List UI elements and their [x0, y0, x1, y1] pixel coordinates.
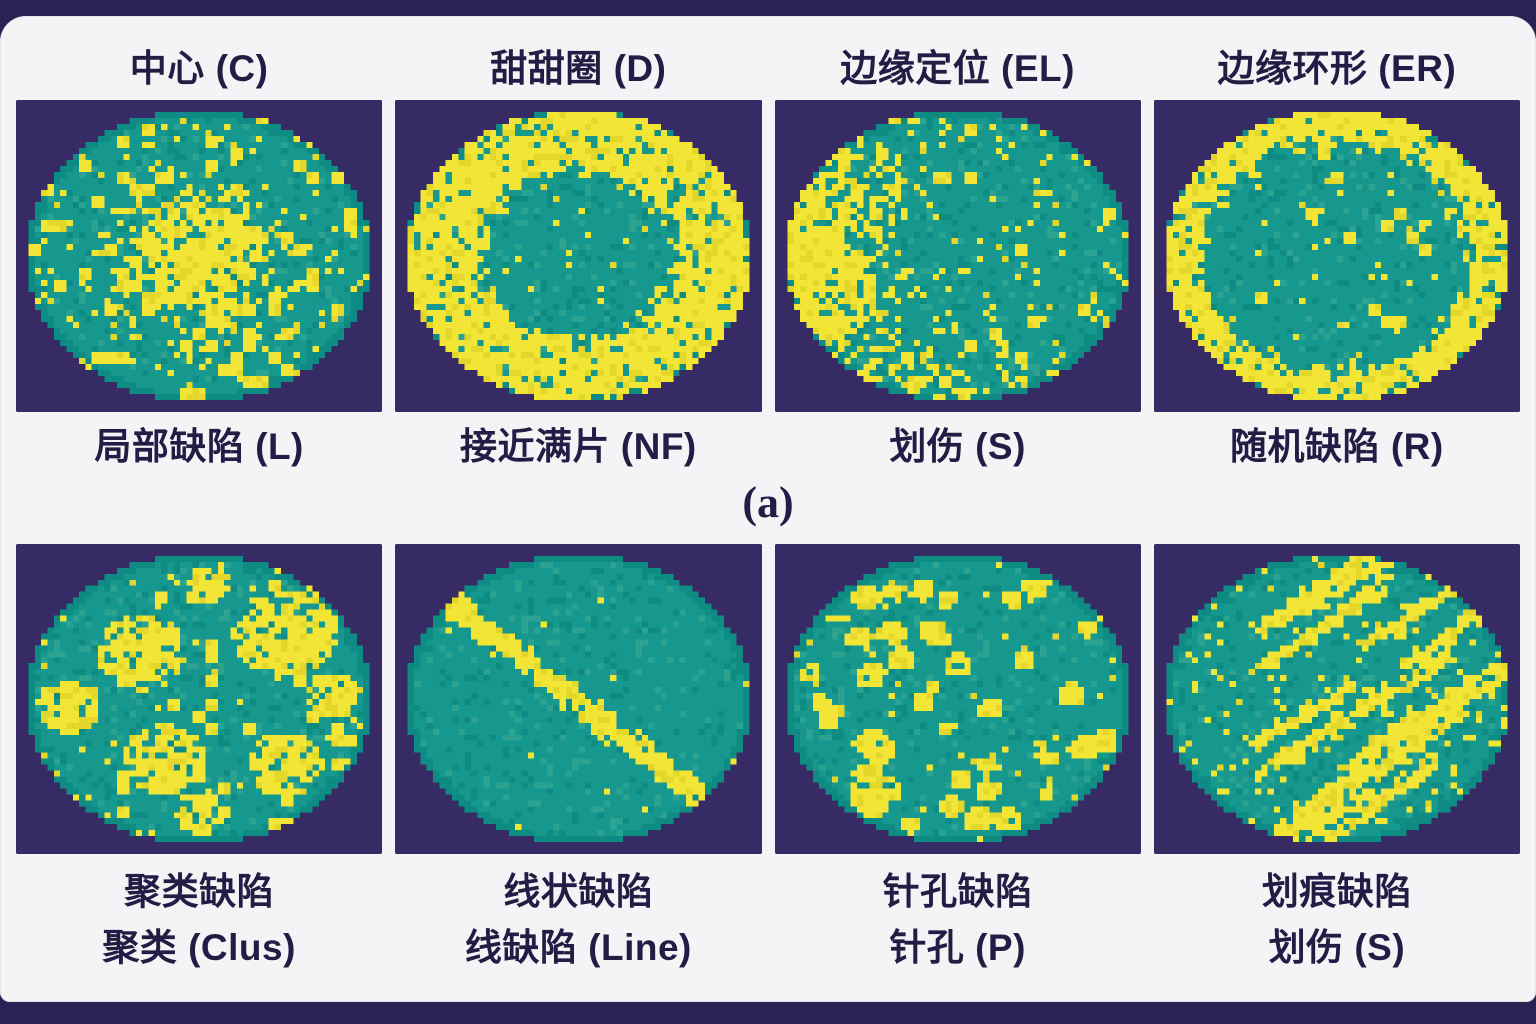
column-title-donut: 甜甜圈 (D) [490, 48, 667, 89]
wafer-panel-pinhole [774, 544, 1141, 854]
wafer-map-center [16, 100, 383, 412]
top-caption-row: 局部缺陷 (L) 接近满片 (NF) 划伤 (S) 随机缺陷 (R) [16, 412, 1520, 474]
wafer-panel-donut [395, 100, 762, 412]
caption-cluster-line2: 聚类 (Clus) [102, 927, 296, 968]
caption-line: 线状缺陷 线缺陷 (Line) [395, 864, 761, 976]
caption-scratch-bottom: 划痕缺陷 划伤 (S) [1154, 864, 1520, 976]
figure-card: 中心 (C) 甜甜圈 (D) 边缘定位 (EL) 边缘环形 (ER) 局部缺陷 … [0, 16, 1536, 1002]
wafer-panel-center [16, 100, 383, 412]
caption-near-full: 接近满片 (NF) [460, 426, 697, 467]
wafer-map-edge-loc [774, 100, 1141, 412]
top-wafer-row [16, 100, 1520, 412]
section-spacer [16, 530, 1520, 544]
caption-scratch-line1: 划痕缺陷 [1261, 871, 1412, 912]
caption-scratch: 划伤 (S) [889, 426, 1026, 467]
caption-scratch-line2: 划伤 (S) [1268, 927, 1406, 968]
subfigure-marker-row: (a) [16, 474, 1520, 530]
bottom-wafer-row [16, 544, 1520, 854]
bottom-caption-row: 聚类缺陷 聚类 (Clus) 线状缺陷 线缺陷 (Line) 针孔缺陷 针孔 (… [16, 864, 1520, 976]
wafer-map-cluster [16, 544, 383, 854]
wafer-panel-cluster [16, 544, 383, 854]
caption-random: 随机缺陷 (R) [1230, 426, 1444, 467]
wafer-map-donut [395, 100, 762, 412]
caption-pinhole: 针孔缺陷 针孔 (P) [775, 864, 1141, 976]
column-title-center: 中心 (C) [129, 48, 269, 89]
subfigure-marker-a: (a) [742, 477, 794, 527]
wafer-panel-scratch [1153, 544, 1520, 854]
wafer-map-pinhole [774, 544, 1141, 854]
top-title-row: 中心 (C) 甜甜圈 (D) 边缘定位 (EL) 边缘环形 (ER) [16, 30, 1520, 100]
wafer-panel-edge-loc [774, 100, 1141, 412]
wafer-map-edge-ring [1153, 100, 1520, 412]
wafer-map-line [395, 544, 762, 854]
wafer-map-scratch [1153, 544, 1520, 854]
caption-cluster-line1: 聚类缺陷 [124, 871, 275, 912]
caption-cluster: 聚类缺陷 聚类 (Clus) [16, 864, 382, 976]
column-title-edge-ring: 边缘环形 (ER) [1217, 48, 1457, 89]
caption-pinhole-line1: 针孔缺陷 [882, 871, 1033, 912]
caption-line-line2: 线缺陷 (Line) [464, 927, 692, 968]
column-title-edge-loc: 边缘定位 (EL) [840, 48, 1075, 89]
caption-line-line1: 线状缺陷 [503, 871, 654, 912]
wafer-panel-line [395, 544, 762, 854]
caption-pinhole-line2: 针孔 (P) [889, 927, 1026, 968]
caption-loc: 局部缺陷 (L) [94, 426, 304, 467]
wafer-panel-edge-ring [1153, 100, 1520, 412]
